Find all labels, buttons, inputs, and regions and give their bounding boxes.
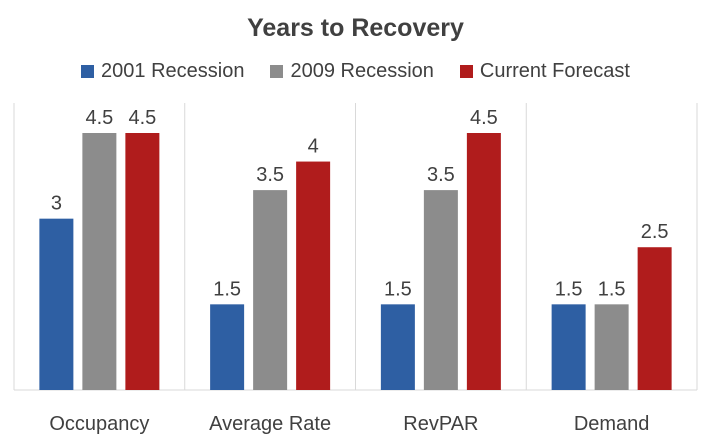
bar bbox=[423, 190, 458, 390]
legend-swatch bbox=[459, 65, 473, 78]
bar bbox=[466, 133, 501, 390]
data-label: 3 bbox=[51, 193, 62, 215]
bar bbox=[125, 133, 160, 390]
data-label: 1.5 bbox=[555, 278, 583, 300]
data-label: 1.5 bbox=[598, 278, 626, 300]
data-label: 4 bbox=[308, 136, 319, 158]
data-label: 1.5 bbox=[213, 278, 241, 300]
bar bbox=[296, 161, 331, 390]
legend-label: Current Forecast bbox=[479, 60, 630, 82]
legend: 2001 Recession 2009 Recession Current Fore… bbox=[0, 60, 711, 83]
data-label: 3.5 bbox=[427, 164, 455, 186]
data-label: 3.5 bbox=[256, 164, 284, 186]
category-tick-label: Occupancy bbox=[49, 413, 149, 435]
data-label: 1.5 bbox=[384, 278, 412, 300]
bar bbox=[637, 247, 672, 390]
chart-title: Years to Recovery bbox=[247, 14, 464, 42]
legend-item: 2009 Recession bbox=[270, 60, 434, 83]
category-tick-label: RevPAR bbox=[403, 413, 478, 435]
bar bbox=[594, 304, 629, 390]
legend-item: Current Forecast bbox=[459, 60, 630, 83]
bar bbox=[253, 190, 288, 390]
data-label: 4.5 bbox=[470, 107, 498, 129]
bar bbox=[380, 304, 415, 390]
data-label: 4.5 bbox=[85, 107, 113, 129]
data-label: 4.5 bbox=[128, 107, 156, 129]
bar bbox=[551, 304, 586, 390]
bar bbox=[39, 218, 74, 390]
legend-item: 2001 Recession bbox=[81, 60, 244, 83]
legend-label: 2001 Recession bbox=[101, 60, 245, 82]
bar bbox=[210, 304, 245, 390]
legend-swatch bbox=[81, 65, 95, 78]
legend-label: 2009 Recession bbox=[290, 60, 434, 82]
category-tick-label: Average Rate bbox=[209, 413, 331, 435]
bar bbox=[82, 133, 117, 390]
data-label: 2.5 bbox=[641, 221, 669, 243]
category-tick-label: Demand bbox=[574, 413, 650, 435]
legend-swatch bbox=[270, 65, 284, 78]
